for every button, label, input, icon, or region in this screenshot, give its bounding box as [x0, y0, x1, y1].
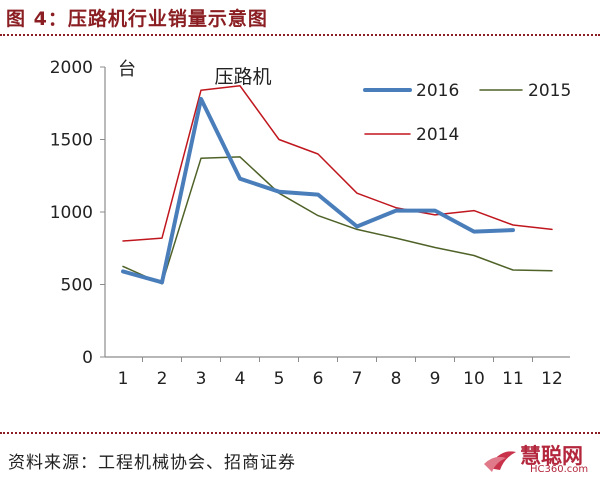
x-tick-label: 10 — [463, 369, 485, 389]
x-tick-label: 11 — [502, 369, 524, 389]
bottom-divider — [0, 432, 600, 434]
x-tick-label: 1 — [118, 369, 129, 389]
x-tick-label: 8 — [391, 369, 402, 389]
legend-label-2014: 2014 — [416, 125, 459, 145]
chart-title: 压路机 — [214, 66, 271, 88]
x-tick-label: 4 — [235, 369, 246, 389]
x-tick-label: 9 — [430, 369, 441, 389]
x-tick-label: 5 — [274, 369, 285, 389]
y-axis-unit-label: 台 — [118, 59, 136, 80]
y-tick-label: 500 — [61, 276, 93, 296]
y-tick-label: 1000 — [50, 203, 93, 223]
y-tick-label: 2000 — [50, 58, 93, 78]
watermark-text: 慧聪网 — [520, 444, 583, 468]
y-tick-label: 0 — [82, 348, 93, 368]
source-note: 资料来源：工程机械协会、招商证券 — [8, 453, 296, 473]
legend-label-2015: 2015 — [528, 81, 571, 101]
x-tick-label: 3 — [196, 369, 207, 389]
x-tick-label: 2 — [157, 369, 168, 389]
series-line-2015 — [122, 156, 553, 285]
watermark-subtext: HC360.com — [530, 464, 589, 475]
legend-label-2016: 2016 — [416, 81, 459, 101]
x-tick-label: 6 — [313, 369, 324, 389]
x-tick-label: 7 — [352, 369, 363, 389]
top-divider — [0, 34, 600, 36]
watermark-logo-icon — [484, 451, 516, 472]
watermark: 慧聪网 HC360.com — [480, 440, 596, 480]
series-line-2014 — [122, 85, 553, 242]
figure-title: 图 4：压路机行业销量示意图 — [6, 8, 268, 30]
series-line-2016 — [121, 96, 515, 285]
y-tick-label: 1500 — [50, 131, 93, 151]
x-tick-label: 12 — [541, 369, 563, 389]
